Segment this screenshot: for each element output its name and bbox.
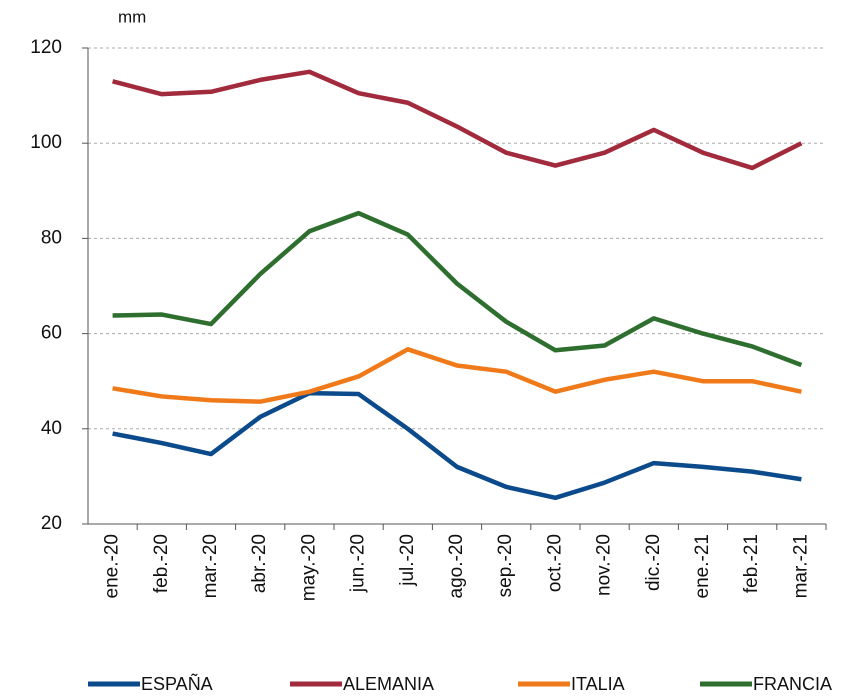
y-tick-label: 80: [41, 227, 62, 248]
x-tick-label: ago.-20: [446, 534, 467, 598]
x-tick-label: jul.-20: [397, 534, 418, 587]
x-tick-label: ene.-21: [692, 534, 713, 598]
legend-label: ITALIA: [571, 674, 625, 694]
x-tick-label: feb.-20: [151, 534, 172, 593]
y-tick-label: 20: [41, 513, 62, 534]
x-tick-label: feb.-21: [741, 534, 762, 593]
x-tick-label: mar.-20: [200, 534, 221, 598]
line-series: [112, 69, 803, 171]
y-tick-label: 60: [41, 323, 62, 344]
x-tick-label: ene.-20: [102, 534, 123, 598]
x-tick-label: oct.-20: [544, 534, 565, 592]
x-tick-label: jun.-20: [348, 534, 369, 593]
x-tick-label: may.-20: [298, 534, 319, 601]
y-axis-unit: mm: [118, 7, 146, 26]
legend-label: ESPAÑA: [141, 673, 213, 694]
x-tick-label: abr.-20: [249, 534, 270, 593]
line-series: [112, 347, 802, 404]
x-tick-label: sep.-20: [495, 534, 516, 597]
line-series: [112, 390, 802, 501]
x-tick-label: nov.-20: [594, 534, 615, 596]
y-tick-label: 120: [30, 37, 62, 58]
x-tick-label: dic.-20: [643, 534, 664, 591]
legend-label: FRANCIA: [753, 674, 832, 694]
x-tick-label: mar.-21: [790, 534, 811, 598]
legend-label: ALEMANIA: [343, 674, 434, 694]
y-tick-label: 100: [30, 132, 62, 153]
line-series: [112, 210, 803, 368]
y-tick-label: 40: [41, 418, 62, 439]
